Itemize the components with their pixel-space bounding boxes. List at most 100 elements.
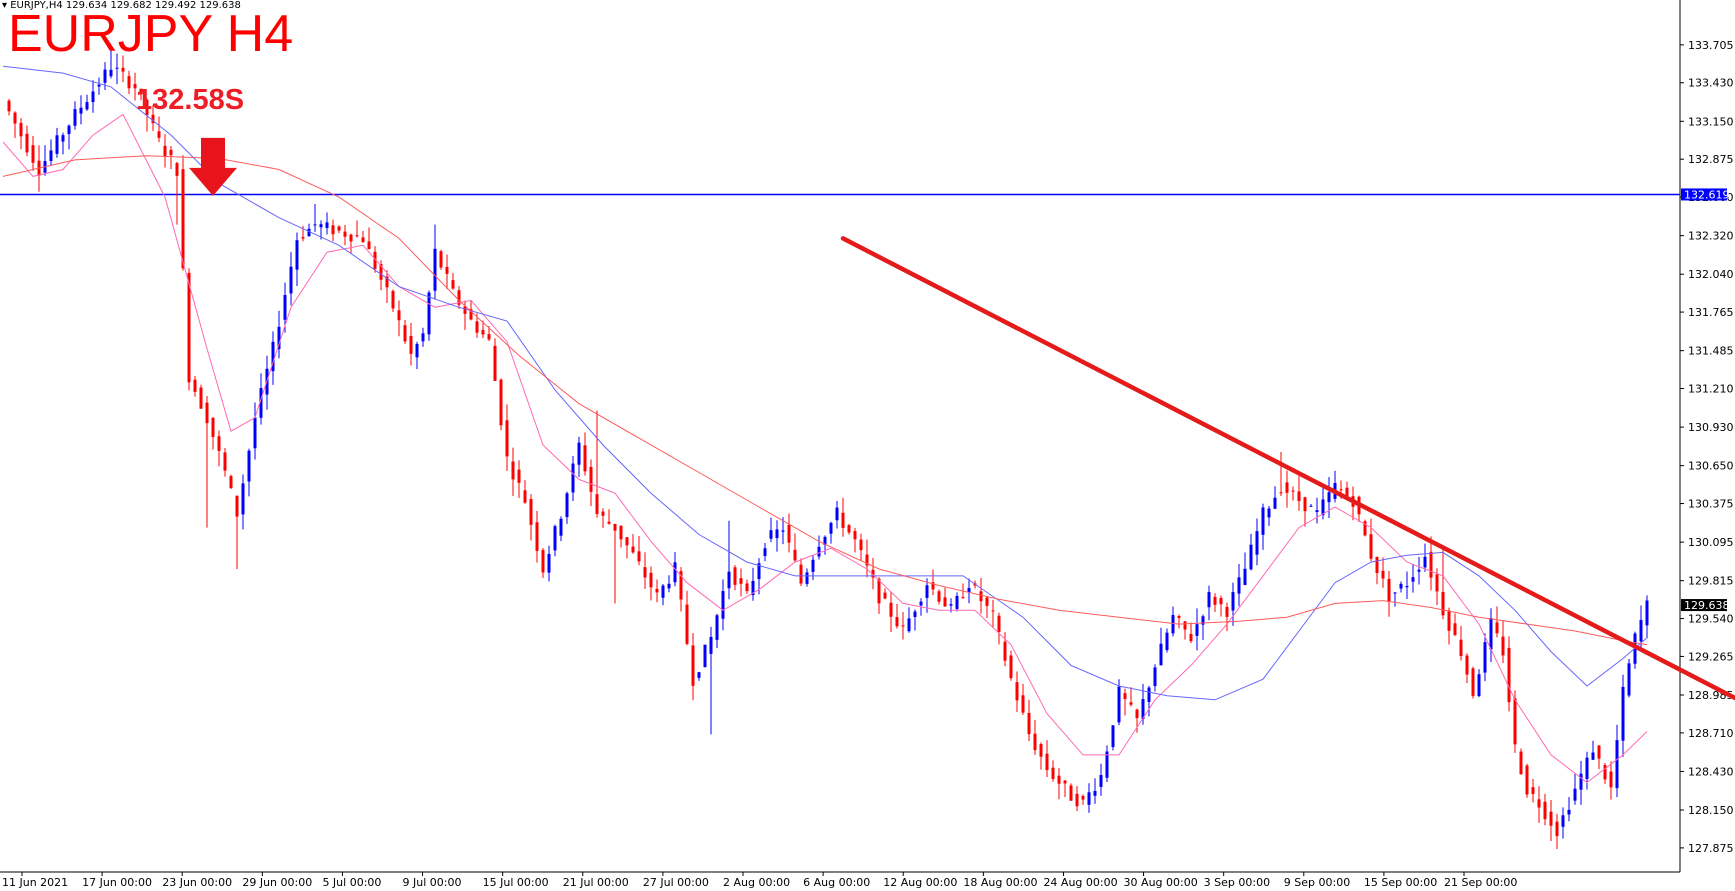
bear-candle bbox=[985, 597, 989, 606]
bull-candle bbox=[421, 333, 425, 342]
bear-candle bbox=[175, 163, 179, 176]
bull-candle bbox=[1159, 643, 1163, 666]
bear-candle bbox=[997, 615, 1001, 632]
bear-candle bbox=[865, 554, 869, 566]
bear-candle bbox=[1603, 764, 1607, 780]
bear-candle bbox=[631, 546, 635, 553]
bull-candle bbox=[307, 228, 311, 237]
bull-candle bbox=[1567, 809, 1571, 815]
bull-candle bbox=[1621, 686, 1625, 741]
bear-candle bbox=[181, 169, 185, 269]
bear-candle bbox=[7, 100, 11, 112]
bear-candle bbox=[511, 461, 515, 480]
bull-candle bbox=[1111, 725, 1115, 748]
bear-candle bbox=[1435, 574, 1439, 592]
bear-candle bbox=[1345, 487, 1349, 496]
bull-candle bbox=[703, 644, 707, 668]
bull-candle bbox=[1579, 773, 1583, 790]
bear-candle bbox=[1129, 702, 1133, 705]
bear-candle bbox=[379, 264, 383, 280]
bull-candle bbox=[85, 102, 89, 110]
resistance-price-label: 132.619 bbox=[1684, 188, 1730, 201]
bull-candle bbox=[1315, 510, 1319, 512]
bear-candle bbox=[883, 592, 887, 599]
bear-candle bbox=[1381, 570, 1385, 579]
y-tick-label: 133.150 bbox=[1688, 115, 1734, 128]
bear-candle bbox=[469, 309, 473, 320]
bear-candle bbox=[151, 114, 155, 124]
bull-candle bbox=[565, 493, 569, 518]
bear-candle bbox=[505, 420, 509, 457]
bear-candle bbox=[169, 149, 173, 156]
bull-candle bbox=[1399, 583, 1403, 589]
bull-candle bbox=[1639, 619, 1643, 642]
y-tick-label: 127.875 bbox=[1688, 842, 1734, 855]
x-tick-label: 18 Aug 00:00 bbox=[963, 876, 1037, 889]
bull-candle bbox=[571, 463, 575, 493]
bull-candle bbox=[673, 562, 677, 583]
bear-candle bbox=[685, 604, 689, 644]
bear-candle bbox=[991, 610, 995, 612]
bear-candle bbox=[1543, 801, 1547, 820]
bear-candle bbox=[1441, 591, 1445, 616]
bear-candle bbox=[385, 276, 389, 288]
bull-candle bbox=[433, 248, 437, 291]
bull-candle bbox=[763, 548, 767, 557]
bear-candle bbox=[133, 84, 137, 89]
bear-candle bbox=[1045, 753, 1049, 771]
y-tick-label: 131.765 bbox=[1688, 306, 1734, 319]
y-tick-label: 131.485 bbox=[1688, 345, 1734, 358]
y-tick-label: 128.710 bbox=[1688, 727, 1734, 740]
bull-candle bbox=[55, 135, 59, 154]
bear-candle bbox=[121, 67, 125, 72]
bull-candle bbox=[1417, 569, 1421, 572]
bear-candle bbox=[1537, 799, 1541, 808]
bear-candle bbox=[1225, 606, 1229, 617]
bear-candle bbox=[655, 588, 659, 593]
bull-candle bbox=[67, 125, 71, 135]
bull-candle bbox=[955, 595, 959, 609]
bear-candle bbox=[1459, 639, 1463, 657]
y-tick-label: 128.150 bbox=[1688, 804, 1734, 817]
x-tick-label: 27 Jul 00:00 bbox=[643, 876, 709, 889]
bear-candle bbox=[853, 531, 857, 540]
bull-candle bbox=[1231, 592, 1235, 611]
bear-candle bbox=[613, 523, 617, 531]
bear-candle bbox=[619, 525, 623, 540]
bear-candle bbox=[1369, 534, 1373, 559]
bear-candle bbox=[211, 417, 215, 437]
bear-candle bbox=[199, 387, 203, 409]
bull-candle bbox=[547, 553, 551, 573]
bull-candle bbox=[661, 585, 665, 598]
bear-candle bbox=[937, 591, 941, 602]
bull-candle bbox=[715, 615, 719, 640]
bear-candle bbox=[1009, 655, 1013, 679]
bull-candle bbox=[577, 442, 581, 465]
bear-candle bbox=[1375, 556, 1379, 574]
bull-candle bbox=[1195, 624, 1199, 636]
bear-candle bbox=[1339, 489, 1343, 491]
x-tick-label: 15 Jul 00:00 bbox=[483, 876, 549, 889]
bear-candle bbox=[691, 645, 695, 686]
bear-candle bbox=[499, 379, 503, 426]
bull-candle bbox=[775, 529, 779, 539]
bull-candle bbox=[97, 84, 101, 87]
x-tick-label: 30 Aug 00:00 bbox=[1124, 876, 1198, 889]
bear-candle bbox=[877, 578, 881, 604]
bull-candle bbox=[1393, 592, 1397, 594]
bull-candle bbox=[1249, 544, 1253, 570]
bear-candle bbox=[793, 549, 797, 561]
bull-candle bbox=[61, 135, 65, 142]
bear-candle bbox=[871, 569, 875, 578]
y-tick-label: 130.095 bbox=[1688, 536, 1734, 549]
bear-candle bbox=[19, 122, 23, 137]
bull-candle bbox=[1267, 508, 1271, 518]
bull-candle bbox=[1573, 788, 1577, 801]
bear-candle bbox=[1453, 623, 1457, 635]
resistance-level-label: 132.58S bbox=[136, 84, 245, 116]
bull-candle bbox=[1201, 616, 1205, 625]
header-dropdown-icon[interactable]: ▾ bbox=[2, 0, 8, 11]
bear-candle bbox=[1495, 622, 1499, 634]
bull-candle bbox=[751, 580, 755, 596]
